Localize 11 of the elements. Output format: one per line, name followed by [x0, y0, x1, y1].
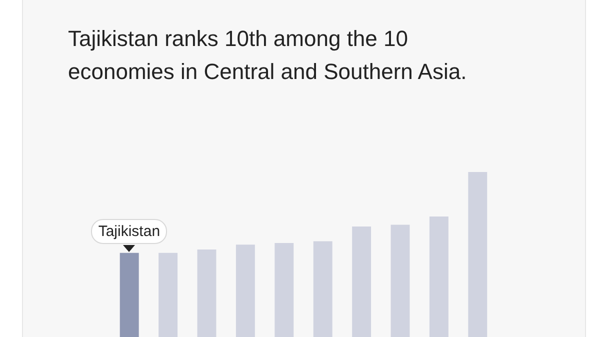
bar — [429, 216, 448, 337]
bar — [352, 226, 372, 337]
bar — [158, 252, 178, 337]
bar — [236, 244, 255, 337]
bar — [197, 250, 216, 337]
bar — [274, 242, 294, 337]
bar — [468, 172, 488, 337]
chart-title: Tajikistan ranks 10th among the 10 economies in Central and Southern Asia. — [68, 25, 468, 86]
bar — [390, 224, 410, 337]
x-tick-label: Tajikistan — [91, 218, 168, 244]
bar — [313, 241, 332, 337]
